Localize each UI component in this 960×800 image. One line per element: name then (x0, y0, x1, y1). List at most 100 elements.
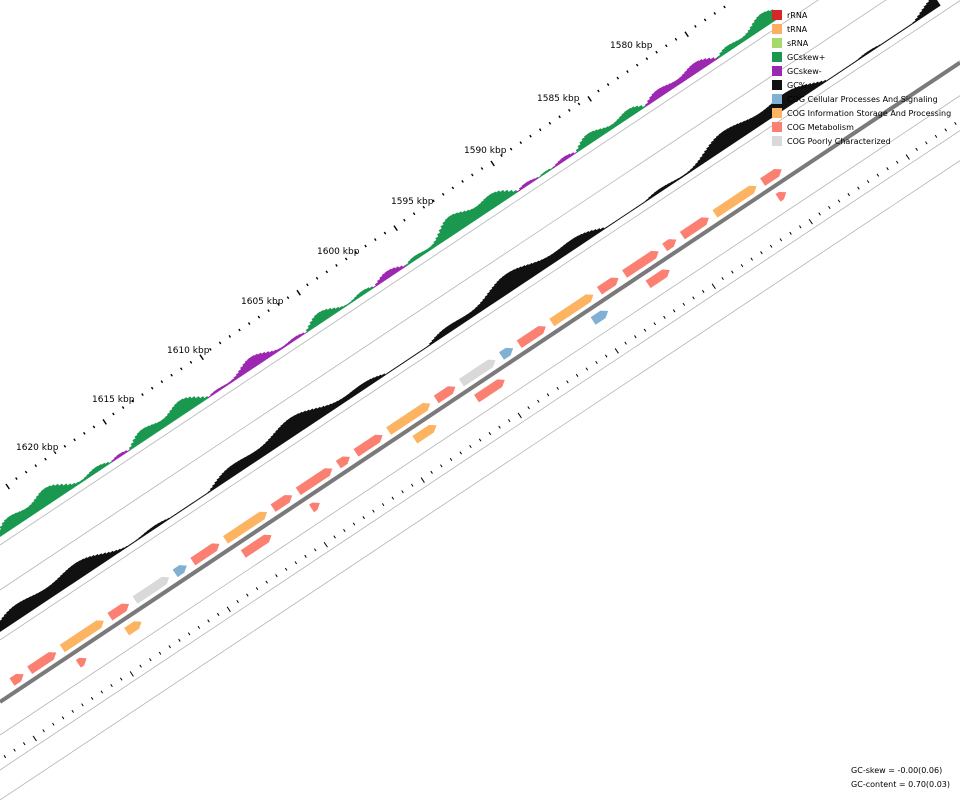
gc-skew-bar (348, 300, 353, 305)
gc-skew-bar (546, 168, 551, 173)
genome-backbone-line (0, 60, 960, 704)
tick-mark (15, 477, 18, 481)
gcskew-plus-swatch (772, 52, 782, 62)
gc-content-bar (320, 405, 329, 416)
gc-skew-bar (660, 86, 668, 95)
gc-skew-bar (557, 159, 563, 165)
gc-content-bar (734, 123, 746, 138)
gc-content-bar (479, 300, 488, 310)
gc-content-bar (340, 397, 347, 404)
position-label-1600: 1600 kbp (317, 247, 360, 257)
gc-content-bar (123, 545, 128, 550)
gc-skew-bar (362, 288, 368, 295)
gc-skew-bar (563, 155, 569, 161)
gc-content-bar (699, 155, 707, 164)
tick-mark (558, 115, 561, 119)
gc-content-bar (334, 400, 341, 408)
gc-skew-bar (387, 268, 395, 277)
tick-mark (422, 205, 426, 209)
gc-skew-bar (111, 458, 116, 463)
gc-content-bar (650, 193, 656, 198)
gc-content-bar (565, 241, 575, 252)
tick-mark (352, 522, 356, 526)
tick-mark (701, 289, 705, 293)
gc-content-bar (903, 26, 908, 30)
gc-content-bar (571, 237, 581, 248)
gene-arrow (458, 359, 496, 387)
gc-content-bar (59, 573, 71, 588)
tick-mark (905, 154, 910, 160)
gc-skew-bar (261, 351, 269, 361)
gc-skew-bar (40, 489, 53, 505)
tick-mark (257, 315, 261, 319)
gc-content-bar (30, 594, 41, 608)
gc-skew-bar (573, 151, 578, 155)
gc-skew-bar (311, 316, 320, 327)
gc-skew-bar (164, 414, 173, 425)
tick-mark (110, 683, 113, 688)
gc-content-bar (62, 571, 74, 586)
gc-content-bar (405, 358, 410, 362)
gc-skew-bar (611, 122, 617, 129)
guide-line (0, 160, 960, 800)
tick-mark (267, 309, 270, 313)
gc-skew-bar (398, 265, 404, 271)
gc-content-bar (305, 409, 317, 424)
gc-skew-bar (540, 172, 545, 177)
gc-content-bar (557, 247, 566, 258)
tick-mark (216, 612, 220, 616)
gc-content-bar (158, 520, 164, 526)
legend-item-rrna: rRNA (772, 8, 958, 22)
tick-mark (606, 83, 610, 86)
tick-mark (255, 587, 259, 591)
gene-arrow (473, 379, 505, 403)
gc-content-bar (882, 40, 887, 44)
gc-content-bar (186, 504, 191, 508)
gc-skew-bar (319, 309, 329, 321)
gc-skew-bar (425, 247, 431, 253)
legend-item-trna: tRNA (772, 22, 958, 36)
gc-content-bar (420, 348, 425, 352)
gc-skew-bar (450, 213, 464, 231)
tick-mark (180, 367, 183, 371)
gc-skew-bar (101, 462, 107, 469)
gc-skew-bar (577, 144, 584, 151)
tick-mark (723, 5, 726, 9)
gc-skew-bar (268, 350, 275, 357)
gc-skew-bar (651, 92, 659, 101)
gc-skew-bar (433, 239, 440, 247)
gc-skew-bar (191, 396, 200, 407)
gc-skew-bar (9, 513, 20, 527)
tick-mark (556, 386, 559, 390)
position-label-1590: 1590 kbp (464, 146, 507, 156)
gc-skew-bar (179, 398, 191, 413)
gc-content-bar (757, 112, 767, 124)
feature-track (9, 168, 787, 686)
gc-skew-bar (521, 183, 527, 189)
gc-content-bar (408, 356, 413, 360)
tick-mark (500, 154, 503, 158)
gc-skew-bar (199, 396, 206, 403)
gc-content-bar (754, 114, 764, 126)
gc-skew-bar (1, 521, 11, 533)
gc-skew-bar (316, 311, 326, 323)
gc-content-bar (469, 310, 476, 318)
gc-skew-bar (584, 134, 593, 145)
gc-content-bar (828, 76, 833, 80)
gc-skew-bar (173, 402, 185, 417)
cog-information-swatch (772, 108, 782, 118)
tick-mark (335, 263, 338, 267)
gc-content-bar (116, 548, 122, 554)
gc-content-bar (149, 526, 155, 532)
legend-label: GC% (787, 80, 807, 90)
gc-skew-bar (265, 351, 272, 359)
gc-content-bar (457, 318, 464, 326)
tick-mark (306, 283, 309, 287)
gc-skew-bar (369, 286, 374, 291)
gc-content-bar (298, 411, 311, 428)
gc-skew-bar (207, 395, 212, 399)
gc-skew-bar (730, 41, 737, 49)
gc-content-bar (198, 496, 203, 500)
gc-content-bar (207, 489, 212, 494)
gc-skew-bar (309, 320, 317, 329)
